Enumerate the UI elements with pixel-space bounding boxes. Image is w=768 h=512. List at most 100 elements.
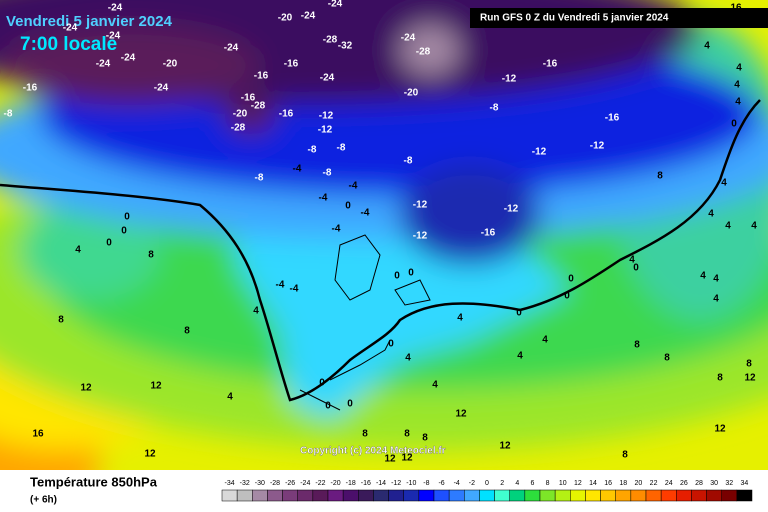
contour-label: 4 <box>721 178 727 189</box>
legend-label: 34 <box>741 480 749 487</box>
contour-label: 0 <box>408 268 414 279</box>
map-labels: -24-20 -24-24-28-32-24-28-24-24-24-24-20-… <box>4 0 758 465</box>
contour-label: -24 <box>401 33 416 44</box>
contour-label: 4 <box>629 255 635 266</box>
contour-label: -16 <box>481 228 496 239</box>
contour-label: -24 <box>320 73 335 84</box>
legend-swatch <box>221 489 238 502</box>
contour-label: 4 <box>75 245 81 256</box>
legend-label: 28 <box>695 480 703 487</box>
contour-label: -12 <box>413 200 428 211</box>
contour-label: 4 <box>457 313 463 324</box>
contour-label: -16 <box>543 59 558 70</box>
contour-label: -28 <box>231 123 246 134</box>
contour-label: -4 <box>293 164 302 175</box>
contour-label: 0 <box>347 399 353 410</box>
contour-label: 4 <box>713 294 719 305</box>
contour-label: -12 <box>502 74 517 85</box>
contour-label: -8 <box>404 156 413 167</box>
contour-label: 4 <box>704 41 710 52</box>
legend-label: 26 <box>680 480 688 487</box>
contour-label: 12 <box>499 441 511 452</box>
contour-label: 4 <box>432 380 438 391</box>
contour-label: 0 <box>345 201 351 212</box>
contour-label: -12 <box>318 125 333 136</box>
contour-label: -16 <box>279 109 294 120</box>
contour-label: 0 <box>124 212 130 223</box>
contour-label: -20 <box>233 109 248 120</box>
contour-label: -24 <box>328 0 343 10</box>
contour-label: -24 <box>121 53 136 64</box>
contour-label: 4 <box>405 353 411 364</box>
contour-label: -4 <box>349 181 358 192</box>
contour-label: -28 <box>416 47 431 58</box>
footer-title: Température 850hPa <box>30 474 158 489</box>
legend-label: -34 <box>225 480 235 487</box>
contour-label: 4 <box>734 80 740 91</box>
contour-label: -20 <box>278 13 293 24</box>
contour-label: -28 <box>323 35 338 46</box>
contour-label: 0 <box>731 119 737 130</box>
legend-label: -28 <box>270 480 280 487</box>
legend-swatch <box>418 489 435 502</box>
legend-label: -6 <box>438 480 444 487</box>
legend-label: 10 <box>559 480 567 487</box>
legend-label: 14 <box>589 480 597 487</box>
legend-swatch <box>479 489 495 502</box>
contour-label: 12 <box>144 449 156 460</box>
legend-swatch <box>236 489 253 502</box>
zero-isotherm <box>0 99 761 402</box>
contour-label: -24 <box>224 43 239 54</box>
contour-label: 8 <box>746 359 752 370</box>
legend-label: -2 <box>469 480 475 487</box>
contour-label: 16 <box>730 3 742 14</box>
contour-label: -32 <box>338 41 353 52</box>
contour-label: 4 <box>542 335 548 346</box>
contour-label: -24 <box>96 59 111 70</box>
legend-swatch <box>736 489 753 502</box>
legend-swatch <box>554 489 571 502</box>
contour-label: -24 <box>108 3 123 14</box>
contour-label: -8 <box>337 143 346 154</box>
legend-swatch <box>615 489 632 502</box>
contour-label: 8 <box>58 315 64 326</box>
legend-label: -18 <box>346 480 356 487</box>
contour-label: 4 <box>736 63 742 74</box>
legend-swatch <box>403 489 420 502</box>
legend-swatch <box>433 489 450 502</box>
contour-label: 4 <box>253 306 259 317</box>
run-label: Run GFS 0 Z du Vendredi 5 janvier 2024 <box>480 13 669 24</box>
contour-label: 8 <box>362 429 368 440</box>
contour-label: -24 <box>106 31 121 42</box>
contour-label: -20 <box>163 59 178 70</box>
legend-label: 24 <box>665 480 673 487</box>
contour-label: -24 <box>154 83 169 94</box>
legend-swatch <box>630 489 647 502</box>
date-label: Vendredi 5 janvier 2024 <box>6 13 173 30</box>
legend-label: -22 <box>315 480 325 487</box>
contour-label: 12 <box>150 381 162 392</box>
contour-label: 8 <box>664 353 670 364</box>
contour-label: 0 <box>568 274 574 285</box>
legend-label: 6 <box>530 480 534 487</box>
contour-label: -4 <box>319 193 328 204</box>
legend-label: -12 <box>391 480 401 487</box>
contour-label: -12 <box>590 141 605 152</box>
legend-label: -32 <box>240 480 250 487</box>
legend-swatch <box>509 489 526 502</box>
legend-label: -10 <box>406 480 416 487</box>
contour-label: 0 <box>325 401 331 412</box>
legend-swatch <box>600 489 616 502</box>
contour-label: -12 <box>532 147 547 158</box>
contour-label: -8 <box>490 103 499 114</box>
contour-label: 0 <box>106 238 112 249</box>
legend-label: -14 <box>376 480 386 487</box>
contour-label: -24 <box>63 23 78 34</box>
legend-swatch <box>660 489 677 502</box>
legend-label: -26 <box>285 480 295 487</box>
legend-swatch <box>373 489 389 502</box>
contour-label: -12 <box>413 231 428 242</box>
contour-label: 8 <box>634 340 640 351</box>
legend-label: -30 <box>255 480 265 487</box>
